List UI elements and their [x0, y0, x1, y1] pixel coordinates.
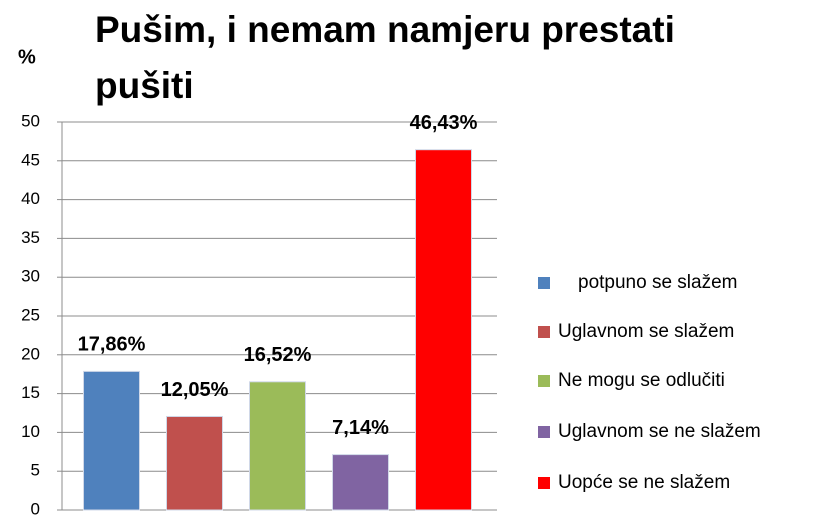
legend-label: Uglavnom se ne slažem — [558, 421, 761, 442]
bar — [166, 415, 223, 511]
legend-swatch — [538, 477, 550, 489]
data-label: 17,86% — [78, 334, 146, 356]
data-label: 12,05% — [161, 379, 229, 401]
bar — [83, 370, 140, 511]
y-tick-label: 50 — [21, 111, 40, 130]
y-tick-label: 45 — [21, 150, 40, 169]
data-label: 46,43% — [410, 112, 478, 134]
legend-label: Uglavnom se slažem — [558, 321, 734, 342]
y-axis-label: % — [18, 46, 36, 68]
y-tick-label: 35 — [21, 228, 40, 247]
y-tick-label: 0 — [31, 499, 40, 518]
y-tick-label: 40 — [21, 189, 40, 208]
bar — [332, 454, 389, 511]
legend-swatch — [538, 426, 550, 438]
chart-title: Pušim, i nemam namjeru prestati pušiti — [95, 9, 675, 106]
bar — [249, 381, 306, 511]
legend-label: potpuno se slažem — [578, 272, 738, 293]
data-label: 16,52% — [244, 344, 312, 366]
y-tick-label: 30 — [21, 267, 40, 286]
legend-label: Ne mogu se odlučiti — [558, 370, 725, 391]
y-tick-label: 10 — [21, 422, 40, 441]
y-tick-label: 5 — [31, 461, 40, 480]
y-tick-label: 15 — [21, 383, 40, 402]
legend-label: Uopće se ne slažem — [558, 472, 730, 493]
bar — [415, 149, 472, 511]
legend-swatch — [538, 375, 550, 387]
legend-swatch — [538, 277, 550, 289]
data-label: 7,14% — [332, 417, 389, 439]
legend-swatch — [538, 326, 550, 338]
y-tick-label: 25 — [21, 305, 40, 324]
y-tick-label: 20 — [21, 344, 40, 363]
